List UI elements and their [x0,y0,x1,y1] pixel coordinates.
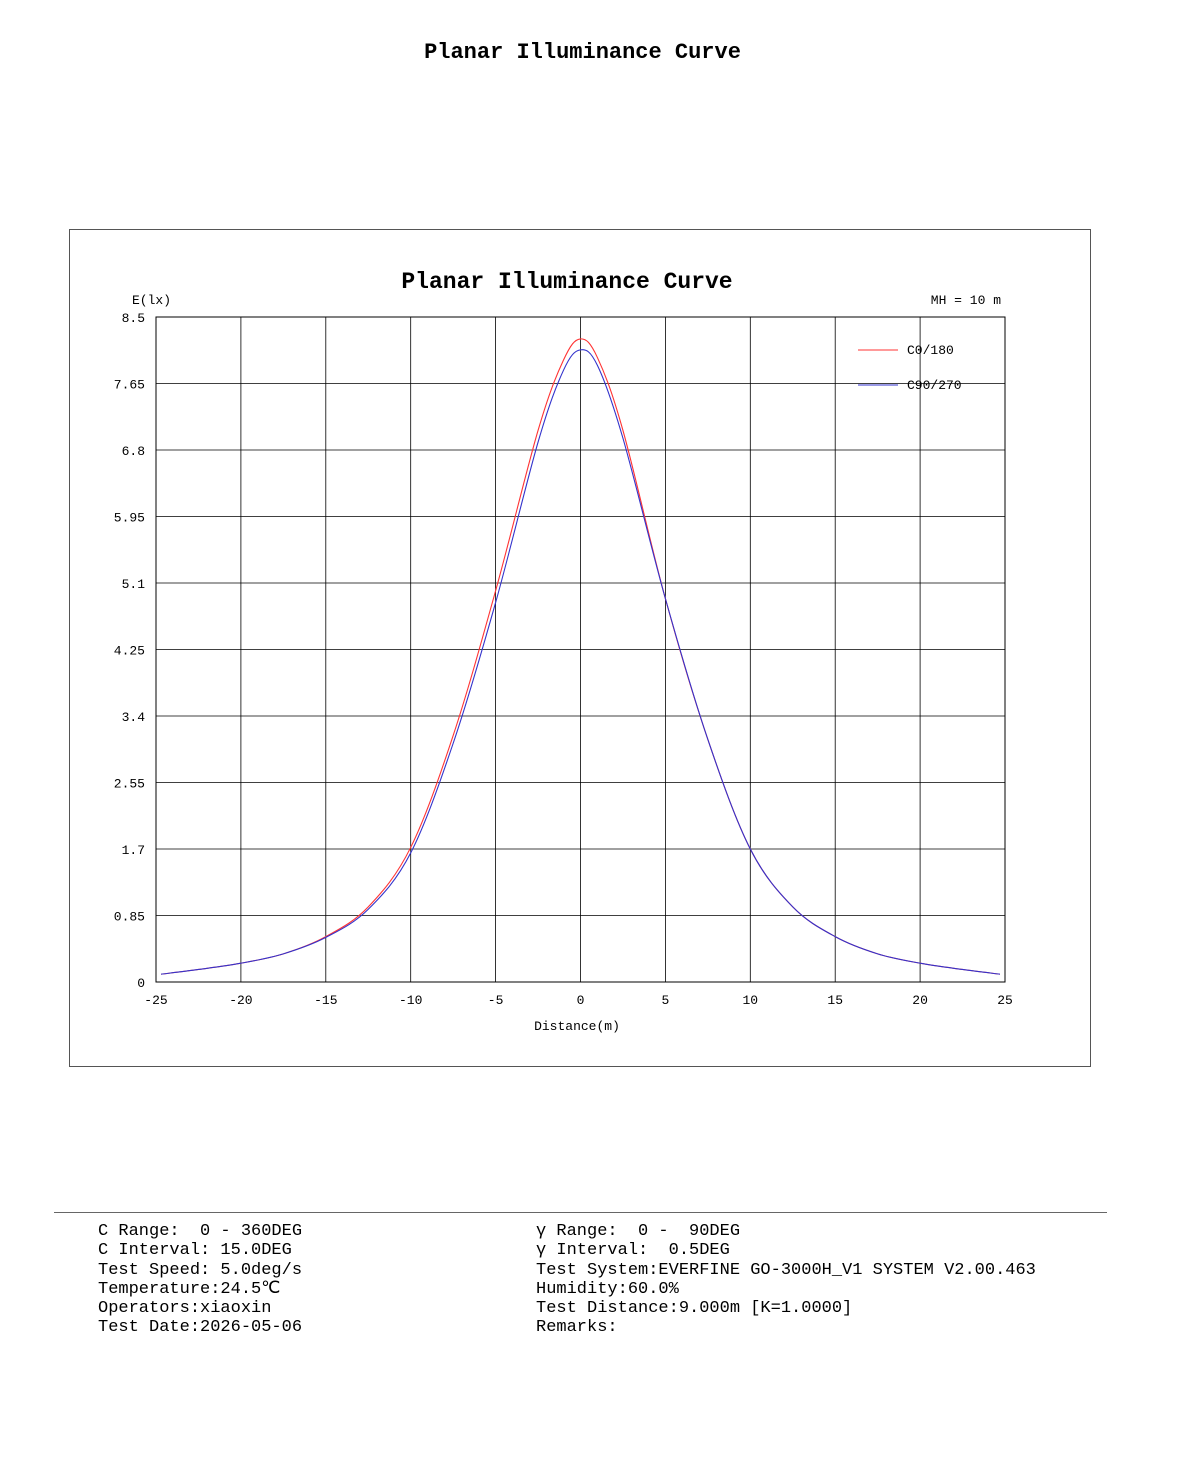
x-tick-label: -25 [144,993,167,1008]
info-line: Test Speed: 5.0deg/s [98,1260,303,1280]
info-line: γ Interval: 0.5DEG [536,1241,730,1261]
y-axis-label: E(lx) [132,293,171,308]
tick-labels: -25 -20 -15 -10 -5 0 5 10 15 20 25 0 0.85 1.7 2.55 3.4 4… [114,311,1013,1008]
legend: C0/180 C90/270 [858,343,962,393]
info-line: Humidity:60.0% [536,1279,679,1299]
legend-label: C0/180 [907,343,954,358]
x-tick-label: 25 [997,993,1013,1008]
x-tick-label: 5 [661,993,669,1008]
chart-title: Planar Illuminance Curve [401,269,732,295]
grid [155,316,1006,983]
y-tick-label: 3.4 [122,710,146,725]
plot-area-border [155,316,1006,983]
mounting-height-label: MH = 10 m [931,293,1001,308]
info-line: Operators:xiaoxin [98,1299,272,1319]
y-tick-label: 6.8 [122,444,145,459]
info-line: Temperature:24.5℃ [98,1279,281,1299]
info-line: Test Distance:9.000m [K=1.0000] [536,1299,853,1319]
y-tick-label: 2.55 [114,777,145,792]
x-tick-label: -5 [488,993,504,1008]
x-axis-label: Distance(m) [534,1019,620,1034]
x-tick-label: -10 [399,993,422,1008]
test-info-left: C Range: 0 - 360DEG C Interval: 15.0DEG Te… [98,1222,302,1338]
series-line-c90-270 [161,349,1000,975]
y-tick-label: 5.95 [114,511,145,526]
info-line: Test Date:2026-05-06 [98,1318,303,1338]
test-info-right: γ Range: 0 - 90DEG γ Interval: 0.5DEG Test… [536,1222,1036,1338]
info-line: γ Range: 0 - 90DEG [536,1222,741,1241]
illuminance-chart: Planar Illuminance Curve E(lx) MH = 10 m… [114,269,1013,1034]
info-line: Remarks: [536,1318,618,1338]
x-tick-label: 0 [577,993,585,1008]
x-tick-label: -20 [229,993,252,1008]
y-tick-label: 1.7 [122,843,145,858]
info-line: C Interval: 15.0DEG [98,1241,292,1261]
y-tick-label: 0.85 [114,910,145,925]
chart-frame: Planar Illuminance Curve E(lx) MH = 10 m… [69,229,1091,1067]
footer-divider [54,1212,1107,1213]
info-line: Test System:EVERFINE GO-3000H_V1 SYSTEM … [536,1260,1036,1280]
x-tick-label: 20 [912,993,928,1008]
series-lines [161,338,1000,975]
x-tick-label: 10 [742,993,758,1008]
x-tick-label: -15 [314,993,337,1008]
y-tick-label: 0 [137,976,145,991]
y-tick-label: 7.65 [114,378,145,393]
y-tick-label: 5.1 [122,577,146,592]
info-line: C Range: 0 - 360DEG [98,1222,303,1241]
page-title: Planar Illuminance Curve [424,40,741,65]
y-tick-label: 8.5 [122,311,145,326]
legend-label: C90/270 [907,378,962,393]
y-tick-label: 4.25 [114,644,145,659]
x-tick-label: 15 [827,993,843,1008]
